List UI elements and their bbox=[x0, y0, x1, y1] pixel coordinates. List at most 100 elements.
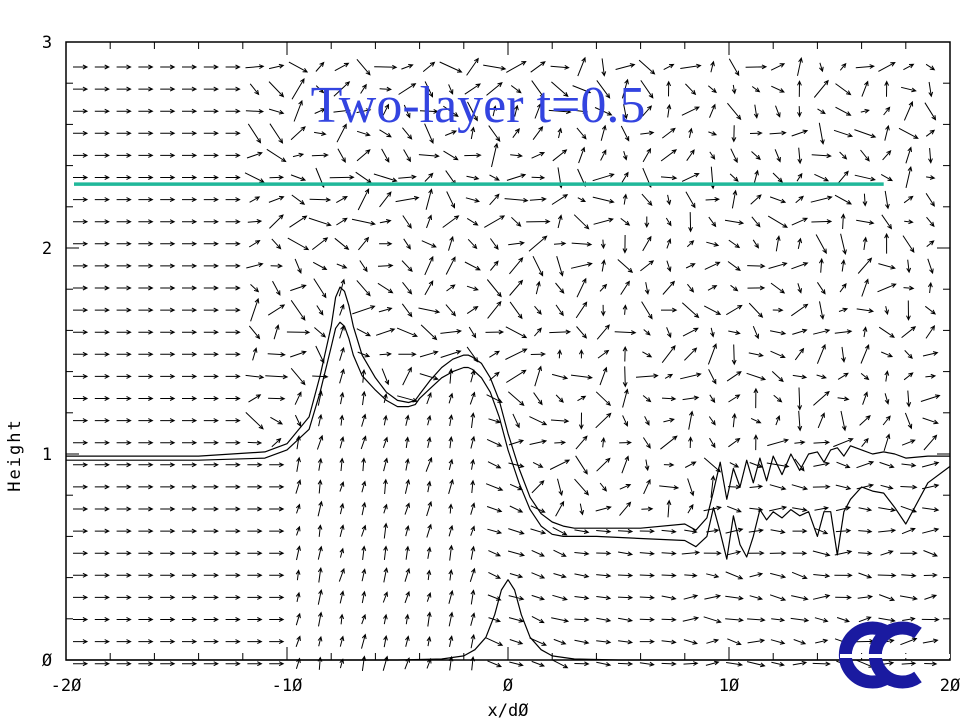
vector-arrow bbox=[681, 302, 700, 319]
vector-arrow bbox=[339, 436, 345, 449]
vector-arrow bbox=[374, 64, 398, 70]
vector-arrow bbox=[508, 617, 525, 623]
vector-arrow bbox=[794, 458, 805, 472]
vector-arrow bbox=[815, 234, 827, 255]
vector-arrow bbox=[810, 195, 833, 203]
vector-arrow bbox=[489, 238, 499, 251]
vector-arrow bbox=[704, 594, 722, 600]
vector-arrow bbox=[314, 327, 327, 338]
vector-arrow bbox=[862, 193, 868, 207]
vector-arrow bbox=[116, 263, 132, 269]
vector-arrow bbox=[290, 126, 306, 141]
vector-arrow bbox=[557, 478, 564, 497]
vector-arrow bbox=[791, 571, 808, 580]
chart-title: Two-layer t=0.5 bbox=[311, 77, 646, 134]
vector-arrow bbox=[291, 194, 306, 205]
vector-arrow bbox=[442, 215, 460, 228]
vector-arrow bbox=[296, 545, 301, 561]
vector-arrow bbox=[398, 351, 417, 357]
vector-arrow bbox=[402, 127, 413, 140]
vector-arrow bbox=[682, 327, 699, 337]
vector-arrow bbox=[774, 149, 781, 163]
vector-arrow bbox=[840, 213, 846, 230]
vector-arrow bbox=[338, 567, 345, 582]
vector-arrow bbox=[269, 572, 285, 578]
vector-arrow bbox=[549, 459, 571, 470]
vector-arrow bbox=[294, 391, 302, 405]
vector-arrow bbox=[225, 418, 241, 424]
vector-arrow bbox=[772, 172, 784, 183]
vector-arrow bbox=[617, 259, 634, 274]
vector-arrow bbox=[614, 330, 637, 335]
vector-arrow bbox=[811, 153, 832, 159]
vector-arrow bbox=[770, 639, 786, 645]
vector-arrow bbox=[94, 351, 110, 357]
vector-arrow bbox=[557, 214, 563, 229]
vector-arrow bbox=[707, 343, 717, 365]
vector-arrow bbox=[570, 262, 593, 269]
vector-arrow bbox=[448, 458, 454, 471]
vector-arrow bbox=[203, 241, 219, 247]
vector-arrow bbox=[138, 550, 154, 556]
vector-arrow bbox=[94, 241, 110, 247]
vector-arrow bbox=[160, 528, 176, 534]
vector-arrow bbox=[644, 216, 650, 229]
vector-arrow bbox=[773, 394, 783, 403]
vector-arrow bbox=[182, 329, 198, 335]
vector-arrow bbox=[574, 551, 590, 556]
vector-arrow bbox=[639, 528, 655, 534]
vector-arrow bbox=[666, 238, 672, 249]
vector-arrow bbox=[884, 232, 889, 254]
vector-arrow bbox=[833, 129, 854, 138]
vector-arrow bbox=[466, 217, 479, 226]
vector-arrow bbox=[594, 107, 613, 116]
vector-arrow bbox=[269, 214, 284, 229]
vector-arrow bbox=[922, 417, 939, 425]
vector-arrow bbox=[617, 661, 634, 667]
vector-arrow bbox=[812, 484, 831, 490]
vector-arrow bbox=[900, 550, 918, 556]
vector-arrow bbox=[225, 152, 241, 158]
vector-arrow bbox=[861, 80, 869, 97]
vector-arrow bbox=[424, 123, 434, 144]
vector-arrow bbox=[926, 240, 935, 247]
vector-arrow bbox=[555, 394, 564, 403]
vector-arrow bbox=[339, 613, 345, 625]
vector-arrow bbox=[470, 126, 476, 140]
vector-arrow bbox=[182, 506, 198, 512]
vector-arrow bbox=[526, 219, 551, 224]
vector-arrow bbox=[682, 616, 700, 622]
vector-arrow bbox=[680, 372, 702, 380]
vector-arrow bbox=[815, 638, 829, 644]
vector-arrow bbox=[203, 418, 219, 424]
vector-arrow bbox=[317, 479, 323, 494]
vector-arrow bbox=[203, 661, 219, 667]
vector-arrow bbox=[116, 285, 132, 291]
vector-arrow bbox=[448, 392, 454, 404]
vector-arrow bbox=[418, 153, 440, 159]
vector-arrow bbox=[860, 149, 870, 162]
vector-arrow bbox=[138, 64, 154, 70]
vector-arrow bbox=[552, 526, 568, 536]
vector-arrow bbox=[510, 85, 522, 94]
vector-arrow bbox=[73, 307, 89, 313]
vector-arrow bbox=[813, 79, 829, 98]
vector-arrow bbox=[466, 285, 479, 291]
vector-arrow bbox=[857, 257, 873, 274]
vector-arrow bbox=[880, 484, 894, 490]
vector-arrow bbox=[269, 661, 285, 667]
vector-arrow bbox=[489, 350, 500, 358]
vector-arrow bbox=[661, 661, 677, 667]
vector-arrow bbox=[622, 415, 628, 427]
vector-arrow bbox=[683, 661, 699, 666]
vector-arrow bbox=[707, 285, 718, 291]
vector-arrow bbox=[884, 190, 890, 210]
vector-arrow bbox=[426, 592, 432, 602]
vector-arrow bbox=[116, 462, 132, 468]
vector-arrow bbox=[160, 152, 176, 158]
vector-arrow bbox=[571, 241, 593, 247]
vector-arrow bbox=[833, 438, 854, 448]
vector-arrow bbox=[383, 414, 388, 426]
vector-arrow bbox=[182, 108, 198, 114]
vector-arrow bbox=[771, 661, 785, 667]
